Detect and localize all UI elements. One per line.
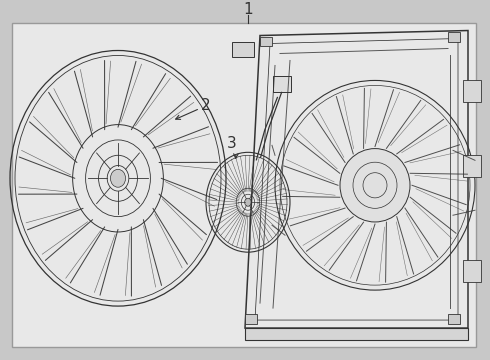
Text: 1: 1: [243, 2, 253, 17]
Bar: [463, 155, 481, 177]
Bar: [245, 314, 257, 324]
Polygon shape: [245, 328, 468, 340]
Ellipse shape: [110, 169, 125, 187]
Bar: [260, 36, 272, 46]
FancyBboxPatch shape: [272, 76, 291, 92]
Ellipse shape: [245, 198, 251, 206]
Bar: [448, 314, 460, 324]
FancyBboxPatch shape: [232, 41, 254, 58]
Bar: [448, 32, 460, 41]
Text: 2: 2: [201, 98, 211, 113]
Bar: [463, 260, 481, 282]
Ellipse shape: [340, 149, 410, 222]
Bar: [463, 80, 481, 102]
Text: 3: 3: [227, 136, 237, 151]
